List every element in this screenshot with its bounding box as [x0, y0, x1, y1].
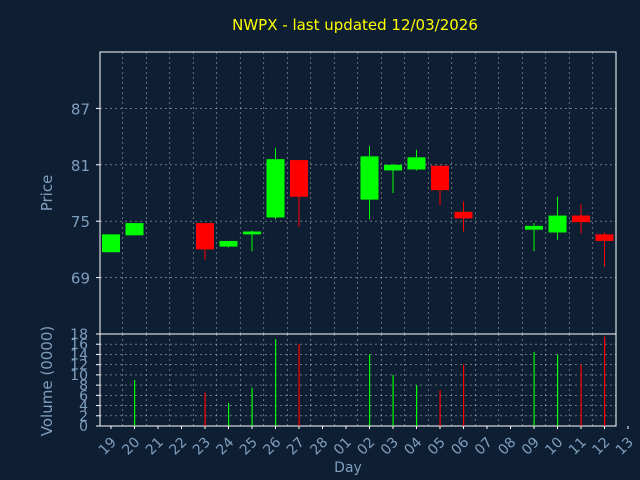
x-tick-label: 21 — [143, 435, 167, 459]
price-grid — [100, 52, 617, 334]
candle-body — [384, 164, 402, 171]
price-tick-label: 87 — [71, 100, 90, 118]
price-y-axis-label: Price — [38, 175, 56, 212]
x-tick-label: 24 — [213, 434, 237, 458]
volume-tick-label: 2 — [79, 409, 88, 425]
x-tick-label: 08 — [495, 435, 519, 459]
x-tick-label: 12 — [589, 435, 613, 459]
x-axis-label: Day — [334, 460, 362, 476]
candle-body — [243, 231, 261, 235]
x-tick-label: 22 — [166, 435, 190, 459]
candle-body — [548, 215, 567, 233]
volume-bar — [463, 364, 465, 426]
volume-bar — [533, 351, 535, 426]
x-tick-label: 26 — [260, 434, 284, 458]
volume-bars — [134, 336, 606, 426]
candle-body — [431, 165, 449, 191]
candle-body — [125, 223, 144, 236]
candle-body — [360, 156, 379, 200]
candle-body — [595, 234, 614, 241]
x-ticks: 19 20 21 22 23 24 25 26 27 28 01 02 03 04 05 06 07 08 09 10… — [96, 426, 637, 458]
x-tick-label: 03 — [378, 435, 402, 459]
x-tick-label: 04 — [401, 434, 425, 458]
candle-body — [290, 160, 308, 197]
volume-bar — [134, 380, 136, 426]
x-tick-label: 07 — [472, 435, 496, 459]
candles — [102, 146, 614, 267]
x-tick-label: 28 — [307, 435, 331, 459]
price-y-ticks: 69 75 81 87 — [71, 100, 100, 288]
x-tick-label: 10 — [542, 435, 566, 459]
x-tick-label: 20 — [119, 435, 143, 459]
volume-y-axis-label: Volume (0000) — [38, 326, 56, 436]
price-tick-label: 81 — [71, 157, 90, 175]
volume-tick-label: 18 — [70, 327, 88, 343]
price-tick-label: 69 — [71, 270, 90, 288]
x-tick-label: 23 — [190, 435, 214, 459]
price-tick-label: 75 — [71, 213, 90, 231]
volume-bar — [204, 392, 206, 426]
volume-bar — [604, 336, 606, 426]
x-tick-label: 19 — [96, 435, 120, 459]
volume-bar — [416, 385, 418, 426]
volume-tick-label: 4 — [79, 399, 88, 415]
x-tick-label: 05 — [425, 435, 449, 459]
x-tick-label: 11 — [566, 435, 590, 459]
candle-body — [196, 223, 214, 250]
candle-body — [525, 225, 543, 230]
volume-tick-label: 0 — [79, 419, 88, 435]
price-panel: 69 75 81 87 Price — [38, 51, 617, 335]
candle-body — [219, 240, 238, 247]
volume-tick-label: 6 — [79, 388, 88, 404]
candle-body — [266, 159, 285, 218]
volume-bar — [251, 387, 253, 426]
volume-tick-label: 16 — [70, 337, 88, 353]
chart-title: NWPX - last updated 12/03/2026 — [232, 16, 478, 34]
x-tick-label: 02 — [354, 435, 378, 459]
candle-body — [407, 157, 426, 170]
volume-bar — [369, 354, 371, 426]
volume-grid — [100, 334, 617, 426]
volume-bar — [275, 339, 277, 426]
volume-bar — [580, 364, 582, 426]
candle-body — [102, 234, 120, 253]
x-tick-label: 25 — [237, 435, 261, 459]
volume-tick-label: 14 — [70, 347, 88, 363]
volume-bar — [557, 354, 559, 426]
x-tick-label: 27 — [284, 435, 308, 459]
volume-bar — [228, 403, 230, 426]
candle-body — [454, 211, 473, 219]
volume-tick-label: 12 — [70, 358, 88, 374]
volume-tick-label: 10 — [70, 368, 88, 384]
x-tick-label: 09 — [519, 435, 543, 459]
candle-body — [572, 215, 590, 223]
x-tick-label: 13 — [613, 435, 637, 459]
x-tick-label: 06 — [448, 434, 472, 458]
x-tick-label: 01 — [331, 435, 355, 459]
volume-bar — [298, 344, 300, 426]
volume-tick-label: 8 — [79, 378, 88, 394]
volume-bar — [439, 390, 441, 426]
volume-bar — [392, 374, 394, 426]
